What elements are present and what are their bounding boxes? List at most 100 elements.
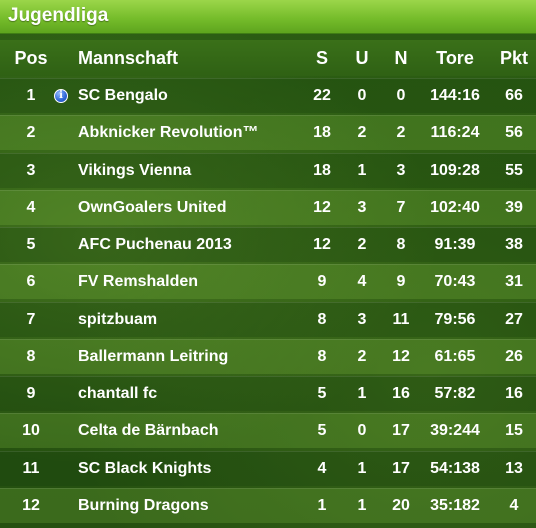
row-pos: 10 [22, 422, 40, 440]
table-row[interactable]: 2 Abknicker Revolution™ 18 2 2 116:24 56 [0, 115, 536, 151]
row-tore: 70:43 [434, 273, 476, 291]
header-n: N [394, 47, 408, 68]
row-tore: 144:16 [430, 87, 480, 104]
table-row[interactable]: 7 spitzbuam 8 3 11 79:56 27 [0, 301, 536, 337]
row-pos: 6 [26, 273, 36, 291]
team-name[interactable]: SC Bengalo [78, 87, 168, 104]
row-s: 22 [313, 87, 331, 104]
team-name[interactable]: AFC Puchenau 2013 [78, 236, 232, 253]
row-pkt: 55 [505, 161, 523, 179]
table-row[interactable]: 8 Ballermann Leitring 8 2 12 61:65 26 [0, 338, 536, 374]
row-tore: 35:182 [430, 496, 480, 514]
header-pos: Pos [14, 47, 48, 68]
row-pkt: 26 [505, 347, 523, 365]
row-pkt: 4 [509, 496, 519, 514]
row-s: 12 [313, 198, 331, 216]
table-row[interactable]: 1 SC Bengalo 22 0 0 144:16 66 i [0, 78, 536, 113]
row-s: 8 [317, 347, 327, 365]
row-pkt: 27 [505, 310, 523, 328]
row-u: 0 [357, 87, 367, 104]
row-s: 18 [313, 124, 331, 142]
row-n: 12 [392, 347, 410, 365]
row-u: 1 [357, 496, 367, 514]
row-s: 1 [317, 496, 327, 514]
row-tore: 39:244 [430, 422, 480, 440]
table-row[interactable]: 9 chantall fc 5 1 16 57:82 16 [0, 376, 536, 411]
team-name[interactable]: Celta de Bärnbach [78, 422, 219, 440]
row-u: 3 [357, 198, 367, 216]
row-tore: 79:56 [434, 310, 476, 328]
row-n: 16 [392, 385, 410, 402]
header-team: Mannschaft [78, 47, 179, 68]
row-pkt: 15 [505, 422, 523, 440]
team-name[interactable]: Burning Dragons [78, 496, 209, 514]
row-pos: 5 [26, 236, 36, 253]
row-tore: 54:138 [430, 459, 480, 477]
row-pkt: 56 [505, 124, 523, 142]
row-n: 9 [396, 273, 406, 291]
row-s: 8 [317, 310, 327, 328]
row-pkt: 38 [505, 236, 523, 253]
team-name[interactable]: Abknicker Revolution™ [78, 124, 259, 142]
row-u: 0 [357, 422, 367, 440]
row-u: 1 [357, 161, 367, 179]
row-u: 2 [357, 347, 367, 365]
table-row[interactable]: 4 OwnGoalers United 12 3 7 102:40 39 [0, 189, 536, 225]
row-u: 3 [357, 310, 367, 328]
row-s: 5 [317, 385, 327, 402]
row-n: 11 [392, 310, 410, 328]
row-pos: 3 [26, 161, 36, 179]
table-row[interactable]: 11 SC Black Knights 4 1 17 54:138 13 [0, 450, 536, 486]
row-pos: 1 [26, 87, 36, 104]
table-row[interactable]: 3 Vikings Vienna 18 1 3 109:28 55 [0, 152, 536, 188]
info-icon-cell[interactable]: i [52, 79, 70, 113]
table-row[interactable]: 6 FV Remshalden 9 4 9 70:43 31 [0, 264, 536, 300]
team-name[interactable]: spitzbuam [78, 310, 158, 328]
row-u: 2 [357, 236, 367, 253]
table-header: Pos Mannschaft S U N Tore Pkt [0, 40, 536, 76]
row-s: 12 [313, 236, 331, 253]
row-n: 17 [392, 459, 410, 477]
row-n: 8 [396, 236, 406, 253]
row-pos: 7 [26, 310, 36, 328]
row-s: 5 [317, 422, 327, 440]
row-pkt: 39 [505, 198, 523, 216]
row-n: 3 [396, 161, 406, 179]
row-pos: 9 [26, 385, 36, 402]
row-pkt: 13 [505, 459, 523, 477]
row-n: 0 [396, 87, 406, 104]
header-s: S [315, 47, 328, 68]
row-pos: 4 [26, 198, 36, 216]
row-pos: 11 [22, 459, 40, 477]
team-name[interactable]: FV Remshalden [78, 273, 199, 291]
row-n: 7 [396, 198, 406, 216]
header-tore: Tore [436, 47, 474, 68]
info-icon[interactable]: i [54, 89, 68, 103]
team-name[interactable]: Ballermann Leitring [78, 347, 229, 365]
row-pos: 2 [26, 124, 36, 142]
row-u: 1 [357, 385, 367, 402]
league-title: Jugendliga [0, 0, 536, 34]
row-u: 4 [357, 273, 367, 291]
row-pkt: 31 [505, 273, 523, 291]
table-row[interactable]: 12 Burning Dragons 1 1 20 35:182 4 [0, 487, 536, 523]
team-name[interactable]: OwnGoalers United [78, 198, 227, 216]
row-tore: 102:40 [430, 198, 480, 216]
table-row[interactable]: 10 Celta de Bärnbach 5 0 17 39:244 15 [0, 413, 536, 449]
row-tore: 61:65 [434, 347, 476, 365]
row-s: 4 [317, 459, 327, 477]
header-pkt: Pkt [499, 47, 528, 68]
row-n: 17 [392, 422, 410, 440]
team-name[interactable]: SC Black Knights [78, 459, 212, 477]
row-tore: 116:24 [430, 124, 480, 142]
row-u: 2 [357, 124, 367, 142]
team-name[interactable]: chantall fc [78, 385, 158, 402]
table-row[interactable]: 5 AFC Puchenau 2013 12 2 8 91:39 38 [0, 227, 536, 262]
row-pkt: 16 [505, 385, 523, 402]
row-pos: 8 [26, 347, 36, 365]
team-name[interactable]: Vikings Vienna [78, 161, 192, 179]
header-u: U [355, 47, 369, 68]
row-n: 2 [396, 124, 406, 142]
row-pkt: 66 [505, 87, 523, 104]
